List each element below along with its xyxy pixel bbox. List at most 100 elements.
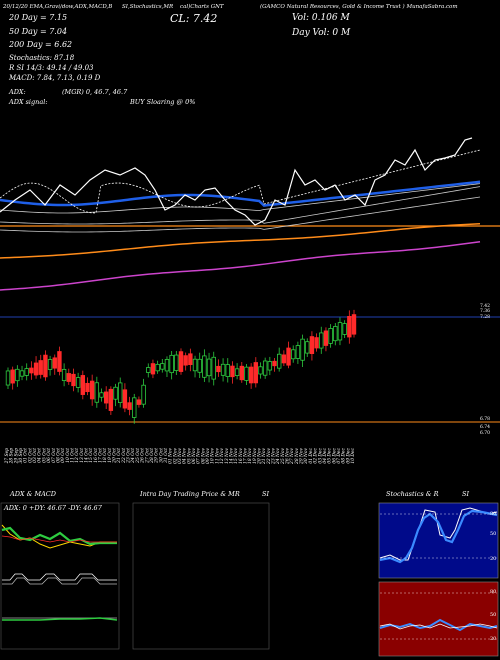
x-tick-label: 17 Oct [99,448,104,463]
x-tick-label: 04 Nov [183,447,188,463]
adx-green-line [1,526,117,546]
x-tick-label: 03 Nov [178,447,183,463]
x-tick-label: 01 Nov [169,447,174,463]
candle [150,359,156,379]
candle [164,356,170,377]
x-tick-label: 07 Oct [52,448,57,463]
candle [103,386,109,409]
x-tick-label: 24 Oct [131,448,136,464]
candle [202,349,207,382]
x-tick-label: 14 Nov [229,447,234,463]
x-tick-label: 21 Nov [262,447,267,464]
x-tick-label: 01 Dec [309,447,314,463]
x-tick-label: 27 Oct [145,448,150,464]
x-tick-label: 13 Oct [80,448,85,463]
stoch-tick-50: 50 [490,531,497,537]
candle [47,355,53,376]
candle [286,341,291,369]
x-tick-label: 30 Sep [19,448,24,464]
candle [127,396,132,416]
x-tick-label: 09 Dec [346,447,351,463]
x-tick-label: 08 Dec [342,447,347,463]
candle [5,367,11,390]
x-tick-label: 25 Oct [136,448,141,464]
x-tick-label: 24 Nov [276,447,281,464]
ema200-line [0,223,481,259]
price-label: 7.42 [480,303,490,309]
x-tick-label: 07 Dec [337,447,342,463]
macd-lines [2,573,118,621]
adx-signal-label: ADX signal: [8,98,48,106]
header-row1-left: 20/12/20 EMA,Gravi/dow,ADX,MACD,B [2,4,112,10]
intraday-panel [132,502,270,650]
x-tick-label: 16 Nov [239,447,244,463]
x-tick-label: 26 Nov [286,447,291,464]
candle [10,366,15,390]
panel-title-intraday: Intra Day Trading Price & MR [140,490,240,498]
candle [248,363,254,389]
candle [169,350,174,380]
x-tick-label: 25 Nov [281,447,286,464]
stochastics-panel [378,502,499,579]
price-label: 6.78 [480,416,490,422]
macd-signal-line [2,577,117,585]
x-tick-label: 16 Oct [94,448,99,463]
x-tick-label: 22 Oct [122,448,127,464]
candle [258,362,263,379]
x-tick-label: 15 Oct [89,448,94,463]
candle [291,345,296,363]
candle [99,388,104,402]
rsi-panel [378,581,499,657]
x-tick-label: 09 Oct [61,448,66,463]
gray-line-high [0,183,481,214]
candle [319,326,324,354]
candle [183,352,188,371]
x-tick-label: 15 Nov [234,447,239,463]
x-tick-label: 10 Oct [66,448,71,463]
x-tick-label: 20 Oct [113,448,118,464]
candle [272,358,277,372]
gray-line-mid [0,186,481,225]
x-axis-labels: 27 Sep 28 Sep 29 Sep 30 Sep 01 Oct 02 Oct 03 O… [5,447,356,464]
candlesticks [5,309,357,424]
adx-yellow-line [1,524,117,549]
rsi-lines [379,592,498,640]
x-tick-label: 21 Oct [117,448,122,464]
candle [253,357,259,388]
candle [108,386,114,415]
candle [89,374,95,406]
candle [211,351,216,386]
main-chart: 20/12/20 EMA,Gravi/dow,ADX,MACD,B SI,Sto… [0,3,500,465]
stoch-d-line [379,509,498,564]
candle [136,396,142,408]
candle [94,376,100,408]
x-tick-label: 09 Nov [206,447,211,463]
rsi-tick-80: 80 [490,589,497,595]
adx-label: ADX: [8,88,26,96]
candle [33,356,39,379]
x-tick-label: 05 Oct [42,448,47,463]
x-tick-label: 03 Dec [318,447,323,463]
x-tick-label: 02 Nov [173,447,178,463]
candle [146,363,151,378]
price-line [0,137,473,226]
volume-label: Vol: 0.106 M [292,13,350,23]
macd-histogram-line [2,617,118,621]
x-tick-label: 17 Nov [243,447,248,463]
rsi-label: R SI 14/3: 49.14 / 49.03 [8,64,94,72]
x-tick-label: 23 Nov [272,447,277,464]
ema200-label: 200 Day = 6.62 [8,40,72,49]
candle [281,350,287,367]
x-tick-label: 13 Nov [225,447,230,463]
panel-title-adx-macd: ADX & MACD [10,490,56,498]
candle [230,361,235,384]
candle [262,357,268,379]
price-labels: 7.427.367.28 6.78 6.746.70 [480,303,490,436]
x-tick-label: 14 Oct [84,448,89,463]
candle [295,341,301,364]
candle [57,346,62,376]
price-label: 7.28 [480,314,490,320]
candle [276,347,282,372]
x-tick-label: 06 Nov [192,447,197,463]
candle [347,310,352,344]
